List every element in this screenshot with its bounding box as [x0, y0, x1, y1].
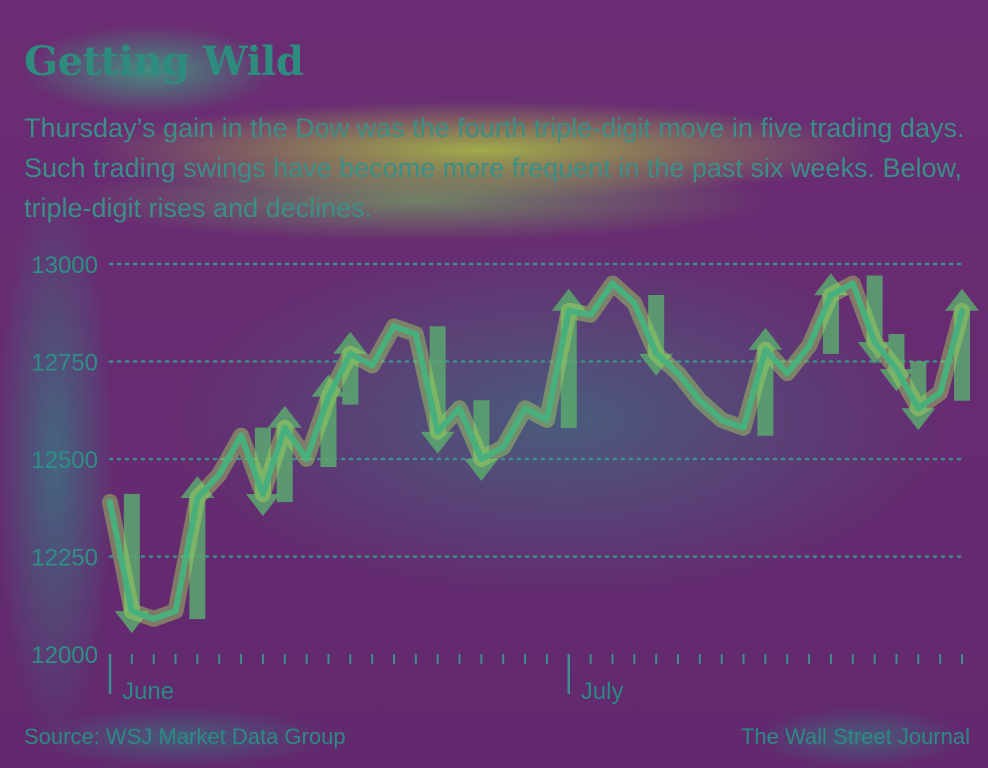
y-tick-label: 12000: [31, 642, 98, 669]
x-tick-label: July: [581, 678, 624, 705]
x-tick-label: June: [122, 678, 174, 705]
publisher-credit: The Wall Street Journal: [741, 724, 970, 750]
y-tick-label: 12750: [31, 350, 98, 377]
y-tick-label: 12500: [31, 447, 98, 474]
y-axis-tick-labels: 13000 12750 12500 12250 12000: [31, 252, 98, 669]
x-axis: June July: [110, 654, 962, 705]
y-tick-label: 13000: [31, 252, 98, 279]
y-tick-label: 12250: [31, 545, 98, 572]
source-note: Source: WSJ Market Data Group: [24, 724, 346, 750]
